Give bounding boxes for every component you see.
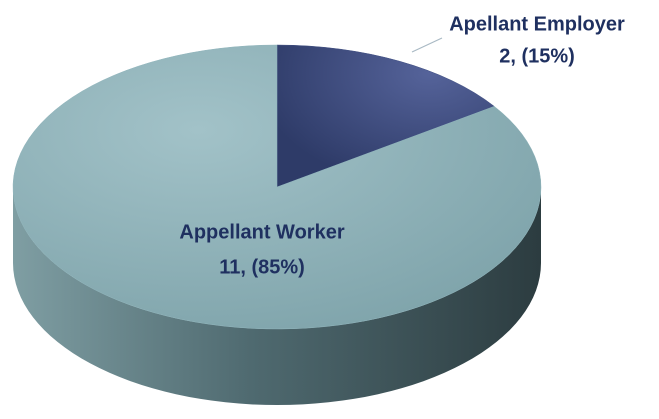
leader-line [411,37,443,53]
data-label-value: 11, (85%) [219,256,305,278]
pie-slice [276,44,495,188]
data-label-name: Appellant Worker [179,221,344,243]
pie-side [13,187,541,405]
data-label-name: Apellant Employer [449,13,625,35]
pie-slice [12,44,542,330]
data-label-value: 2, (15%) [499,45,575,67]
